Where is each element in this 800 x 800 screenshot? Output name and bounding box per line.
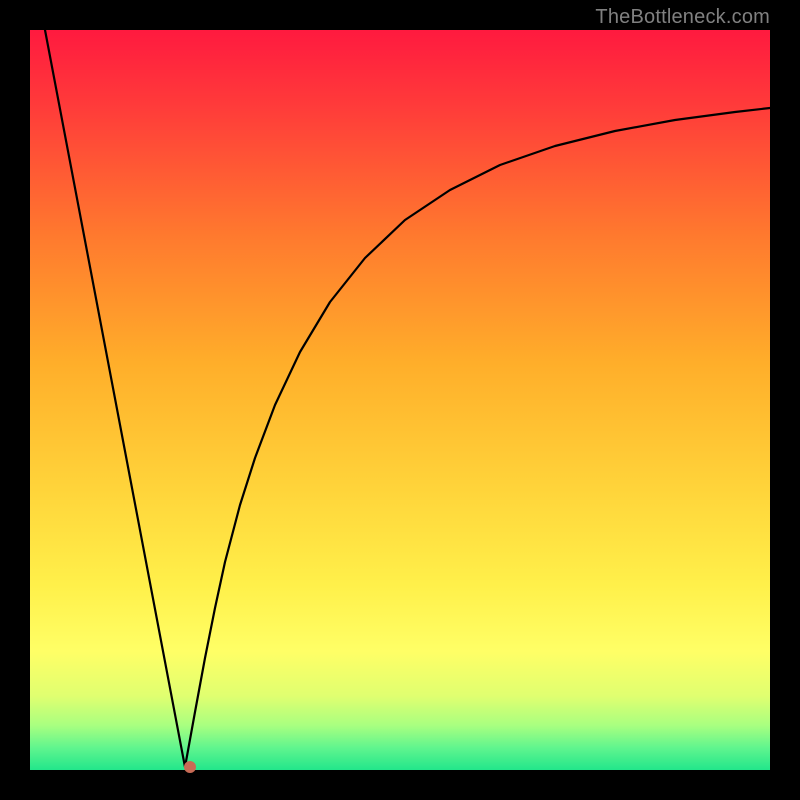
chart-container: TheBottleneck.com [0, 0, 800, 800]
bottleneck-curve [45, 30, 770, 767]
watermark-text: TheBottleneck.com [595, 6, 770, 29]
curve-layer [0, 0, 800, 800]
optimum-marker [184, 761, 196, 773]
